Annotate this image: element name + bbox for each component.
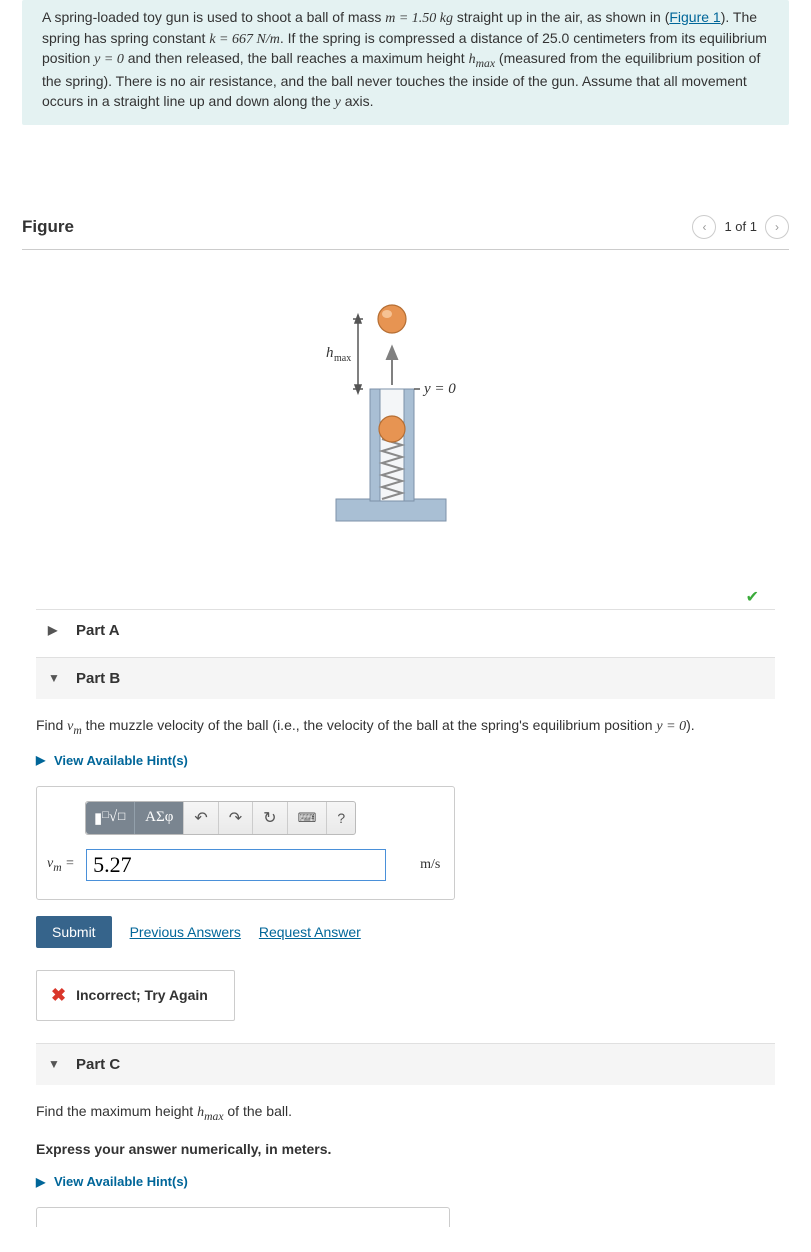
k-expr: k = 667 N/m	[209, 32, 280, 47]
answer-input[interactable]	[86, 849, 386, 881]
figure-diagram: y = 0 h max	[22, 249, 789, 589]
hmax-expr: hmax	[469, 52, 495, 67]
figure-page-label: 1 of 1	[724, 219, 757, 234]
q-text-3: ).	[686, 717, 695, 733]
request-answer-link[interactable]: Request Answer	[259, 924, 361, 940]
part-c-title: Part C	[76, 1056, 120, 1073]
y0-symbol: y = 0	[656, 719, 686, 734]
part-b-body: Find vm the muzzle velocity of the ball …	[36, 699, 775, 1043]
figure-prev-button[interactable]: ‹	[692, 215, 716, 239]
undo-button[interactable]: ↶	[183, 802, 217, 834]
completed-check-icon: ✔	[746, 587, 759, 607]
qc-text: Find the maximum height	[36, 1103, 197, 1119]
svg-text:y = 0: y = 0	[422, 381, 456, 397]
incorrect-x-icon: ✖	[51, 985, 66, 1006]
qc-text-2: of the ball.	[224, 1103, 293, 1119]
q-text-2: the muzzle velocity of the ball (i.e., t…	[82, 717, 657, 733]
part-a-title: Part A	[76, 622, 120, 639]
answer-box-c	[36, 1207, 450, 1227]
hints-label-c: View Available Hint(s)	[54, 1174, 188, 1189]
figure-title: Figure	[22, 217, 74, 237]
equation-toolbar: ▮□√☐ ΑΣφ ↶ ↷ ↻ ⌨ ?	[85, 801, 356, 835]
problem-text: A spring-loaded toy gun is used to shoot…	[42, 9, 385, 25]
figure-paginator: ‹ 1 of 1 ›	[692, 215, 789, 239]
feedback-box: ✖ Incorrect; Try Again	[36, 970, 235, 1021]
redo-button[interactable]: ↷	[218, 802, 252, 834]
caret-right-icon: ▶	[36, 1175, 48, 1189]
problem-text-5: and then released, the ball reaches a ma…	[124, 50, 469, 66]
vm-symbol: vm	[67, 719, 82, 734]
part-b-hints-toggle[interactable]: ▶ View Available Hint(s)	[36, 753, 775, 768]
submit-button[interactable]: Submit	[36, 916, 112, 948]
caret-right-icon: ▶	[36, 753, 48, 767]
part-c-question: Find the maximum height hmax of the ball…	[36, 1101, 775, 1125]
keyboard-button[interactable]: ⌨	[287, 802, 327, 834]
part-b-question: Find vm the muzzle velocity of the ball …	[36, 715, 775, 739]
part-a-header[interactable]: ▶ Part A	[36, 609, 775, 651]
help-button[interactable]: ?	[326, 802, 355, 834]
part-b-header[interactable]: ▼ Part B	[36, 657, 775, 699]
figure-link[interactable]: Figure 1	[669, 9, 720, 25]
caret-down-icon: ▼	[48, 1057, 60, 1071]
templates-button[interactable]: ▮□√☐	[86, 802, 134, 834]
hints-label: View Available Hint(s)	[54, 753, 188, 768]
part-c-header[interactable]: ▼ Part C	[36, 1043, 775, 1085]
caret-right-icon: ▶	[48, 623, 60, 637]
part-c-body: Find the maximum height hmax of the ball…	[36, 1085, 775, 1252]
svg-text:h: h	[326, 345, 334, 361]
reset-button[interactable]: ↻	[252, 802, 286, 834]
answer-var-label: vm =	[47, 856, 78, 874]
answer-unit: m/s	[394, 857, 440, 873]
hmax-symbol: hmax	[197, 1105, 223, 1120]
greek-button[interactable]: ΑΣφ	[134, 802, 183, 834]
problem-text-7: axis.	[341, 93, 374, 109]
problem-statement: A spring-loaded toy gun is used to shoot…	[22, 0, 789, 125]
caret-down-icon: ▼	[48, 671, 60, 685]
mass-expr: m = 1.50 kg	[385, 11, 453, 26]
part-c-instruction: Express your answer numerically, in mete…	[36, 1139, 775, 1160]
part-b-title: Part B	[76, 670, 120, 687]
svg-text:max: max	[334, 353, 351, 364]
y0-expr: y = 0	[94, 52, 124, 67]
previous-answers-link[interactable]: Previous Answers	[130, 924, 241, 940]
q-text: Find	[36, 717, 67, 733]
feedback-message: Incorrect; Try Again	[76, 987, 208, 1003]
answer-box: ▮□√☐ ΑΣφ ↶ ↷ ↻ ⌨ ? vm = m/s	[36, 786, 455, 900]
part-c-hints-toggle[interactable]: ▶ View Available Hint(s)	[36, 1174, 775, 1189]
problem-text-2: straight up in the air, as shown in (	[457, 9, 669, 25]
figure-next-button[interactable]: ›	[765, 215, 789, 239]
